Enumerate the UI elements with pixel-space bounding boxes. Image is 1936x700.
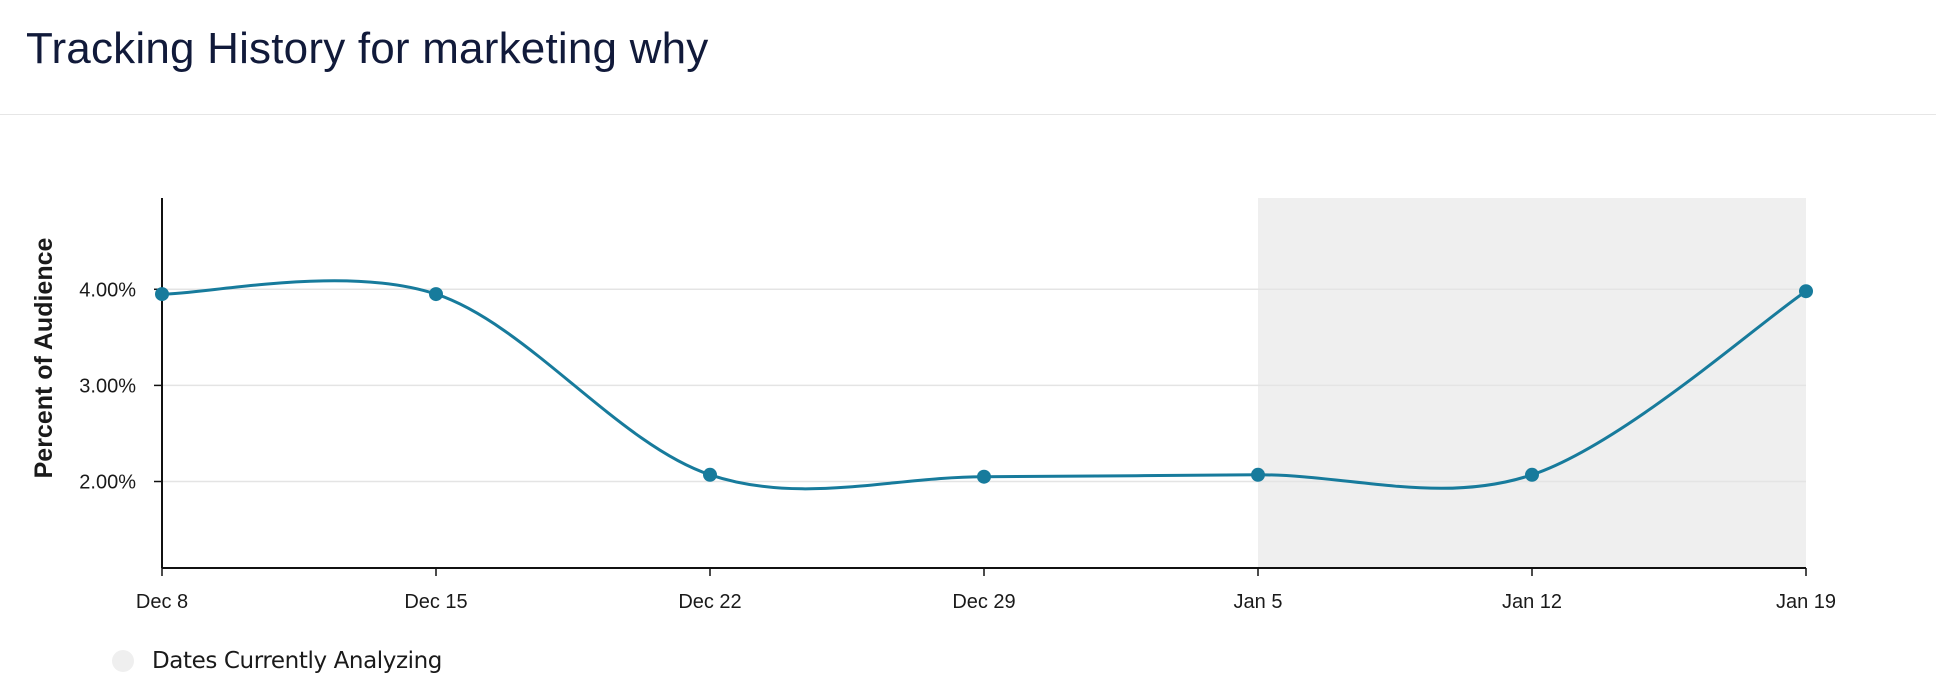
x-tick-label: Jan 5 xyxy=(1234,591,1283,613)
x-tick-label: Jan 19 xyxy=(1776,591,1836,613)
data-point xyxy=(977,469,991,484)
data-point xyxy=(1525,467,1539,482)
x-tick-label: Dec 15 xyxy=(404,591,467,613)
chart-legend[interactable]: Dates Currently Analyzing xyxy=(112,648,442,674)
page-header: Tracking History for marketing why xyxy=(0,0,1936,115)
data-point xyxy=(1251,467,1265,482)
data-point xyxy=(703,467,717,482)
x-tick-label: Dec 29 xyxy=(952,591,1015,613)
y-tick-label: 2.00% xyxy=(79,472,136,494)
tracking-history-chart: 2.00% 3.00% 4.00% Percent of Audience Dec 8 D… xyxy=(30,198,1836,613)
x-tick-label: Jan 12 xyxy=(1502,591,1562,613)
y-tick-label: 4.00% xyxy=(79,279,136,301)
legend-swatch-icon xyxy=(112,650,134,672)
highlight-band xyxy=(1258,198,1806,568)
x-tick-label: Dec 8 xyxy=(136,591,188,613)
legend-label: Dates Currently Analyzing xyxy=(152,648,443,674)
x-tick-label: Dec 22 xyxy=(678,591,741,613)
data-point xyxy=(1799,284,1813,299)
data-point xyxy=(155,287,169,302)
page-title: Tracking History for marketing why xyxy=(26,24,709,73)
y-axis-title: Percent of Audience xyxy=(30,238,58,479)
data-point xyxy=(429,287,443,302)
y-tick-label: 3.00% xyxy=(79,375,136,397)
